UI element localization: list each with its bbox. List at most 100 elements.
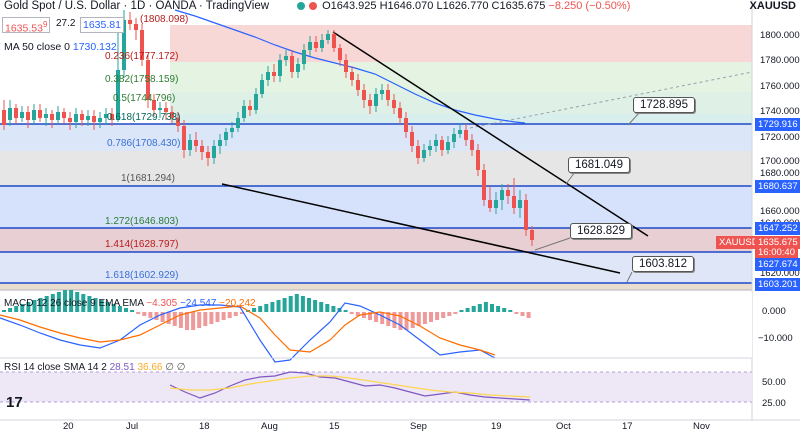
candle-body xyxy=(524,200,528,230)
rsi-sma-value: 36.66 xyxy=(137,362,163,373)
macd-bar xyxy=(2,310,6,312)
rsi-sma-line xyxy=(169,375,531,398)
candle-body xyxy=(56,112,60,120)
candle-body xyxy=(146,60,150,100)
macd-bar xyxy=(313,300,318,312)
rsi-extra-value: ∅ ∅ xyxy=(165,362,186,373)
macd-bar xyxy=(252,308,257,312)
candle-body xyxy=(434,140,438,146)
candle-body xyxy=(200,146,204,152)
candle-body xyxy=(410,132,414,146)
fib-band-4 xyxy=(0,124,752,151)
candle-body xyxy=(182,126,186,150)
symbol-label[interactable]: XAUUSD xyxy=(749,0,796,12)
macd-bar xyxy=(233,312,238,316)
ma-legend-label: MA 50 close 0 xyxy=(4,41,70,53)
chart-title: Gold Spot / U.S. Dollar · 1D · OANDA · T… xyxy=(4,0,270,12)
spread-value: 27.2 xyxy=(56,18,76,29)
macd-signal-value: −20.242 xyxy=(219,298,256,309)
candle-body xyxy=(134,24,138,30)
fib-band-2 xyxy=(170,92,752,114)
x-tick: Nov xyxy=(693,421,710,432)
price-tick: 1700.000 xyxy=(760,156,800,167)
candle-body xyxy=(380,90,384,94)
buy-button[interactable]: 1635.81 xyxy=(80,17,124,33)
candle-body xyxy=(26,112,30,120)
macd-bar xyxy=(148,312,153,318)
candle-body xyxy=(50,114,54,120)
candle-body xyxy=(260,80,264,94)
macd-bar xyxy=(441,312,446,318)
price-tag-1627: 1627.674 xyxy=(755,258,800,271)
callout-1681[interactable]: 1681.049 xyxy=(568,157,630,173)
x-tick: Oct xyxy=(556,421,571,432)
macd-bar xyxy=(117,306,122,312)
price-tick: 1660.000 xyxy=(760,206,800,217)
sell-button[interactable]: 1635.539 xyxy=(2,17,51,35)
callout-1728[interactable]: 1728.895 xyxy=(633,97,695,113)
fib-label-0786: 0.786(1708.430) xyxy=(107,138,181,149)
candle-body xyxy=(404,118,408,132)
candle-body xyxy=(338,48,342,60)
candle-body xyxy=(356,80,360,90)
candle-body xyxy=(494,200,498,208)
candle-body xyxy=(212,146,216,158)
candle-body xyxy=(368,100,372,106)
candle-body xyxy=(422,150,426,158)
rsi-tick: 50.00 xyxy=(762,377,786,388)
fib-label-0: (1808.098) xyxy=(140,14,189,25)
macd-line-value: −24.547 xyxy=(179,298,217,309)
candle-body xyxy=(326,34,330,40)
candle-body xyxy=(302,50,306,64)
candle-body xyxy=(464,130,468,140)
macd-bar xyxy=(453,312,458,314)
macd-bar xyxy=(520,312,525,316)
macd-bar xyxy=(38,298,43,312)
candle-body xyxy=(416,146,420,158)
x-tick: 17 xyxy=(622,421,633,432)
fib-band-9 xyxy=(0,283,752,290)
macd-bar xyxy=(404,312,409,330)
callout-1628[interactable]: 1628.829 xyxy=(570,223,632,239)
candle-body xyxy=(500,190,504,200)
callout-1603[interactable]: 1603.812 xyxy=(632,256,694,272)
macd-bar xyxy=(87,296,92,312)
rsi-tick: 25.00 xyxy=(762,398,786,409)
price-tag-1729: 1729.916 xyxy=(755,118,800,131)
macd-bar xyxy=(63,290,67,312)
macd-bar xyxy=(483,302,488,312)
market-open-icon xyxy=(297,2,305,11)
candle-body xyxy=(296,64,300,72)
macd-bar xyxy=(410,312,415,328)
candle-body xyxy=(110,114,114,120)
candle-body xyxy=(278,60,282,76)
rsi-line xyxy=(169,371,531,401)
macd-bar xyxy=(209,312,214,324)
candle-body xyxy=(398,108,402,118)
countdown-tag: 16:00:40 xyxy=(755,246,798,259)
fib-band-3 xyxy=(170,114,752,124)
candle-body xyxy=(518,200,522,208)
rsi-legend-label: RSI 14 close SMA 14 2 xyxy=(4,362,107,373)
macd-signal-line xyxy=(0,305,496,356)
candle-body xyxy=(512,196,516,208)
rsi-band xyxy=(0,372,752,402)
lower-trendline xyxy=(221,183,621,274)
fib-label-1618: 1.618(1602.929) xyxy=(105,270,179,281)
macd-bar xyxy=(307,298,311,312)
candle-body xyxy=(332,34,336,48)
candle-body xyxy=(350,72,354,80)
candle-body xyxy=(344,60,348,72)
candle-body xyxy=(2,110,6,125)
macd-bar xyxy=(32,300,37,312)
candle-body xyxy=(362,90,366,100)
macd-bar xyxy=(221,312,226,320)
macd-bar xyxy=(203,312,208,326)
candle-body xyxy=(170,112,174,118)
candle-body xyxy=(530,230,534,240)
macd-tick: −10.000 xyxy=(758,333,793,344)
price-candles xyxy=(2,10,534,246)
candle-body xyxy=(8,108,12,120)
candle-body xyxy=(446,142,450,150)
tradingview-logo-icon[interactable]: 17 xyxy=(6,394,23,411)
